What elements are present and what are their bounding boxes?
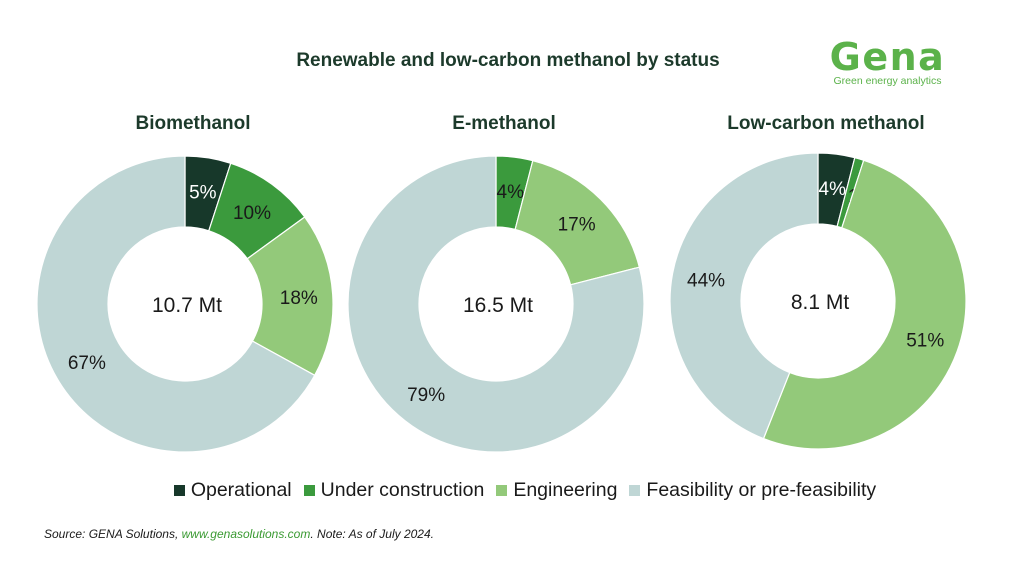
legend-item-under-construction: Under construction [303,479,485,502]
source-link[interactable]: www.genasolutions.com [181,527,311,541]
donut-charts: Biomethanol 5% 10% 18% 67% 10.7 Mt E-methanol 4… [36,113,967,453]
chart-title-biomethanol: Biomethanol [135,113,250,134]
slice-biomethanol-engineering [246,216,334,377]
slice-biomethanol-feasibility-or-pre-feasibility [36,155,316,453]
legend-item-engineering: Engineering [496,479,617,502]
legend-swatch-feasibility [629,485,641,496]
slice-e-methanol-feasibility-or-pre-feasibility [347,155,645,453]
data-label-e-methanol-feasibility-or-pre-feasibility: 79% [407,385,445,406]
source-prefix: Source: GENA Solutions, [44,527,182,541]
data-label-low-carbon-methanol-operational: 4% [819,179,847,200]
data-label-e-methanol-under-construction: 4% [497,182,525,203]
data-label-low-carbon-methanol-feasibility-or-pre-feasibility: 44% [687,271,725,292]
legend-label-under-construction: Under construction [320,479,485,501]
center-total-e-methanol: 16.5 Mt [463,294,533,317]
center-total-biomethanol: 10.7 Mt [152,294,222,317]
source-suffix: . Note: As of July 2024. [310,527,434,541]
legend-swatch-engineering [496,485,508,496]
legend-swatch-under-construction [303,485,315,496]
donut-e-methanol: E-methanol 4% 17% 79% 16.5 Mt [347,113,645,453]
data-label-e-methanol-engineering: 17% [558,214,596,235]
slice-low-carbon-methanol-feasibility-or-pre-feasibility [669,152,819,440]
legend-item-feasibility: Feasibility or pre-feasibility [629,479,876,502]
logo-wordmark: Gena [829,35,946,79]
chart-title-e-methanol: E-methanol [452,113,555,134]
legend-label-feasibility: Feasibility or pre-feasibility [646,479,877,501]
data-label-biomethanol-operational: 5% [189,182,217,203]
center-total-low-carbon-methanol: 8.1 Mt [791,291,850,314]
data-label-biomethanol-under-construction: 10% [233,203,271,224]
chart-title-low-carbon-methanol: Low-carbon methanol [727,113,924,134]
legend-label-operational: Operational [190,479,292,501]
gena-logo: Gena Green energy analytics [825,35,950,87]
legend-label-engineering: Engineering [513,479,618,501]
chart-title: Renewable and low-carbon methanol by sta… [296,50,720,71]
data-label-biomethanol-feasibility-or-pre-feasibility: 67% [68,353,106,374]
logo-tagline: Green energy analytics [833,75,942,87]
legend-swatch-operational [173,485,185,496]
source-note: Source: GENA Solutions, www.genasolution… [44,527,434,541]
legend: Operational Under construction Engineeri… [0,479,1024,502]
slice-low-carbon-methanol-engineering [762,159,967,450]
donut-biomethanol: Biomethanol 5% 10% 18% 67% 10.7 Mt [36,113,334,453]
legend-item-operational: Operational [173,479,292,502]
data-label-biomethanol-engineering: 18% [280,288,318,309]
data-label-low-carbon-methanol-engineering: 51% [906,331,944,352]
